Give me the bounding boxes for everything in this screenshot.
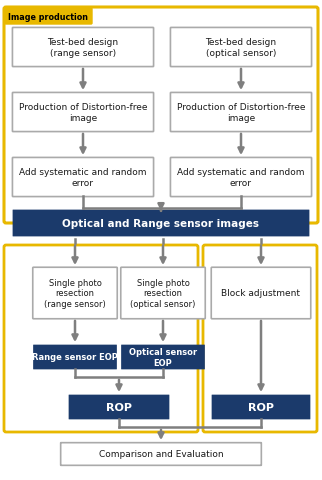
- Text: Production of Distortion-free
image: Production of Distortion-free image: [19, 103, 147, 122]
- Text: Optical and Range sensor images: Optical and Range sensor images: [62, 218, 260, 228]
- FancyBboxPatch shape: [13, 158, 154, 197]
- FancyBboxPatch shape: [13, 210, 309, 237]
- FancyBboxPatch shape: [170, 158, 312, 197]
- Text: Test-bed design
(optical sensor): Test-bed design (optical sensor): [205, 38, 277, 58]
- Text: Add systematic and random
error: Add systematic and random error: [177, 168, 305, 187]
- FancyBboxPatch shape: [170, 93, 312, 132]
- FancyBboxPatch shape: [69, 395, 169, 420]
- Text: Single photo
resection
(range sensor): Single photo resection (range sensor): [44, 278, 106, 308]
- Text: Single photo
resection
(optical sensor): Single photo resection (optical sensor): [130, 278, 196, 308]
- FancyBboxPatch shape: [33, 268, 117, 319]
- Text: ROP: ROP: [106, 402, 132, 412]
- FancyBboxPatch shape: [121, 268, 205, 319]
- Text: Image production: Image production: [8, 12, 89, 22]
- Text: ROP: ROP: [248, 402, 274, 412]
- FancyBboxPatch shape: [211, 268, 311, 319]
- FancyBboxPatch shape: [121, 345, 205, 370]
- Text: Block adjustment: Block adjustment: [222, 289, 300, 298]
- Text: Range sensor EOP: Range sensor EOP: [32, 353, 118, 362]
- Text: Production of Distortion-free
image: Production of Distortion-free image: [177, 103, 305, 122]
- FancyBboxPatch shape: [61, 443, 261, 466]
- Text: Test-bed design
(range sensor): Test-bed design (range sensor): [47, 38, 118, 58]
- Text: Comparison and Evaluation: Comparison and Evaluation: [99, 450, 223, 458]
- Text: Optical sensor
EOP: Optical sensor EOP: [129, 348, 197, 367]
- Text: Add systematic and random
error: Add systematic and random error: [19, 168, 147, 187]
- FancyBboxPatch shape: [13, 28, 154, 67]
- FancyBboxPatch shape: [5, 9, 92, 25]
- FancyBboxPatch shape: [170, 28, 312, 67]
- FancyBboxPatch shape: [13, 93, 154, 132]
- FancyBboxPatch shape: [33, 345, 117, 370]
- FancyBboxPatch shape: [212, 395, 310, 420]
